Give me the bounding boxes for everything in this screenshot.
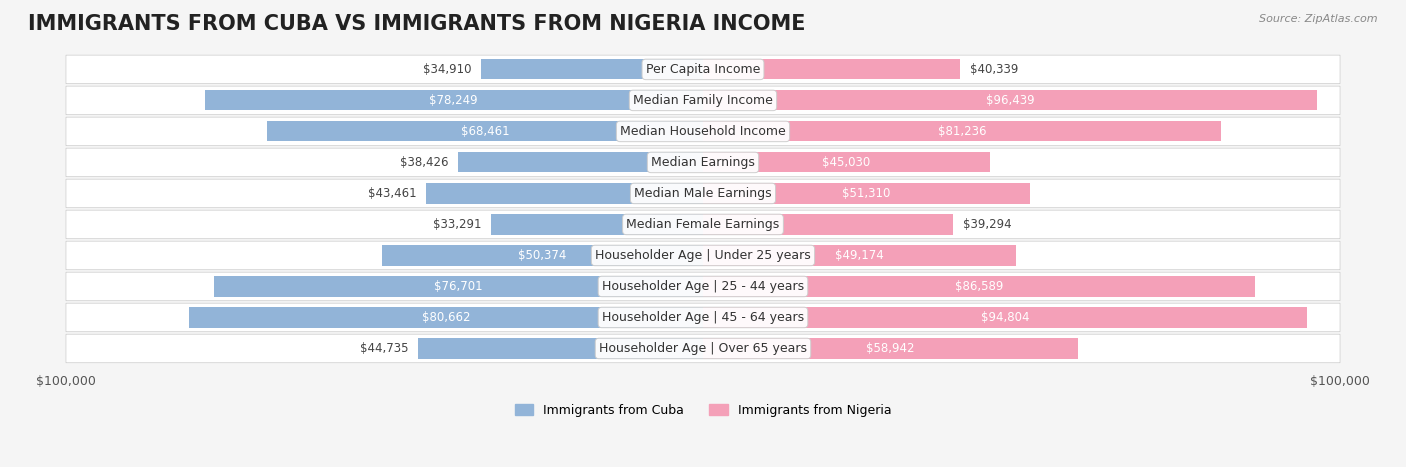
Bar xyxy=(703,245,1017,266)
Text: $44,735: $44,735 xyxy=(360,342,409,355)
Text: $45,030: $45,030 xyxy=(823,156,870,169)
Bar xyxy=(458,152,703,172)
Text: Median Household Income: Median Household Income xyxy=(620,125,786,138)
Text: Per Capita Income: Per Capita Income xyxy=(645,63,761,76)
Bar xyxy=(703,121,1220,142)
Text: IMMIGRANTS FROM CUBA VS IMMIGRANTS FROM NIGERIA INCOME: IMMIGRANTS FROM CUBA VS IMMIGRANTS FROM … xyxy=(28,14,806,34)
Text: $96,439: $96,439 xyxy=(986,94,1035,107)
Text: Median Male Earnings: Median Male Earnings xyxy=(634,187,772,200)
FancyBboxPatch shape xyxy=(66,179,1340,208)
Text: $50,374: $50,374 xyxy=(519,249,567,262)
Text: $81,236: $81,236 xyxy=(938,125,986,138)
Text: $33,291: $33,291 xyxy=(433,218,481,231)
Text: $86,589: $86,589 xyxy=(955,280,1002,293)
Bar xyxy=(703,214,953,234)
FancyBboxPatch shape xyxy=(66,117,1340,146)
Bar xyxy=(703,276,1254,297)
Text: $58,942: $58,942 xyxy=(866,342,915,355)
Bar xyxy=(214,276,703,297)
Text: $34,910: $34,910 xyxy=(423,63,471,76)
Bar xyxy=(703,307,1308,327)
Text: Median Female Earnings: Median Female Earnings xyxy=(627,218,779,231)
FancyBboxPatch shape xyxy=(66,55,1340,84)
Text: Median Earnings: Median Earnings xyxy=(651,156,755,169)
FancyBboxPatch shape xyxy=(66,272,1340,301)
Text: Source: ZipAtlas.com: Source: ZipAtlas.com xyxy=(1260,14,1378,24)
Bar xyxy=(481,59,703,79)
Text: Householder Age | Over 65 years: Householder Age | Over 65 years xyxy=(599,342,807,355)
Text: $68,461: $68,461 xyxy=(461,125,509,138)
Text: $78,249: $78,249 xyxy=(429,94,478,107)
Text: Householder Age | Under 25 years: Householder Age | Under 25 years xyxy=(595,249,811,262)
FancyBboxPatch shape xyxy=(66,148,1340,177)
Bar xyxy=(418,339,703,359)
Text: Householder Age | 45 - 64 years: Householder Age | 45 - 64 years xyxy=(602,311,804,324)
Text: $39,294: $39,294 xyxy=(963,218,1011,231)
Text: $51,310: $51,310 xyxy=(842,187,890,200)
Bar xyxy=(703,59,960,79)
FancyBboxPatch shape xyxy=(66,334,1340,363)
Text: Householder Age | 25 - 44 years: Householder Age | 25 - 44 years xyxy=(602,280,804,293)
Bar xyxy=(703,184,1029,204)
Text: $94,804: $94,804 xyxy=(981,311,1029,324)
FancyBboxPatch shape xyxy=(66,210,1340,239)
FancyBboxPatch shape xyxy=(66,241,1340,270)
Text: $43,461: $43,461 xyxy=(368,187,416,200)
Bar xyxy=(703,152,990,172)
Bar xyxy=(190,307,703,327)
FancyBboxPatch shape xyxy=(66,86,1340,115)
Bar xyxy=(204,90,703,111)
Text: $80,662: $80,662 xyxy=(422,311,471,324)
FancyBboxPatch shape xyxy=(66,303,1340,332)
Text: $49,174: $49,174 xyxy=(835,249,884,262)
Bar xyxy=(703,90,1317,111)
Bar xyxy=(267,121,703,142)
Legend: Immigrants from Cuba, Immigrants from Nigeria: Immigrants from Cuba, Immigrants from Ni… xyxy=(509,399,897,422)
Bar xyxy=(426,184,703,204)
Bar xyxy=(382,245,703,266)
Text: $76,701: $76,701 xyxy=(434,280,484,293)
Bar xyxy=(491,214,703,234)
Text: $38,426: $38,426 xyxy=(401,156,449,169)
Text: Median Family Income: Median Family Income xyxy=(633,94,773,107)
Bar xyxy=(703,339,1078,359)
Text: $40,339: $40,339 xyxy=(970,63,1018,76)
